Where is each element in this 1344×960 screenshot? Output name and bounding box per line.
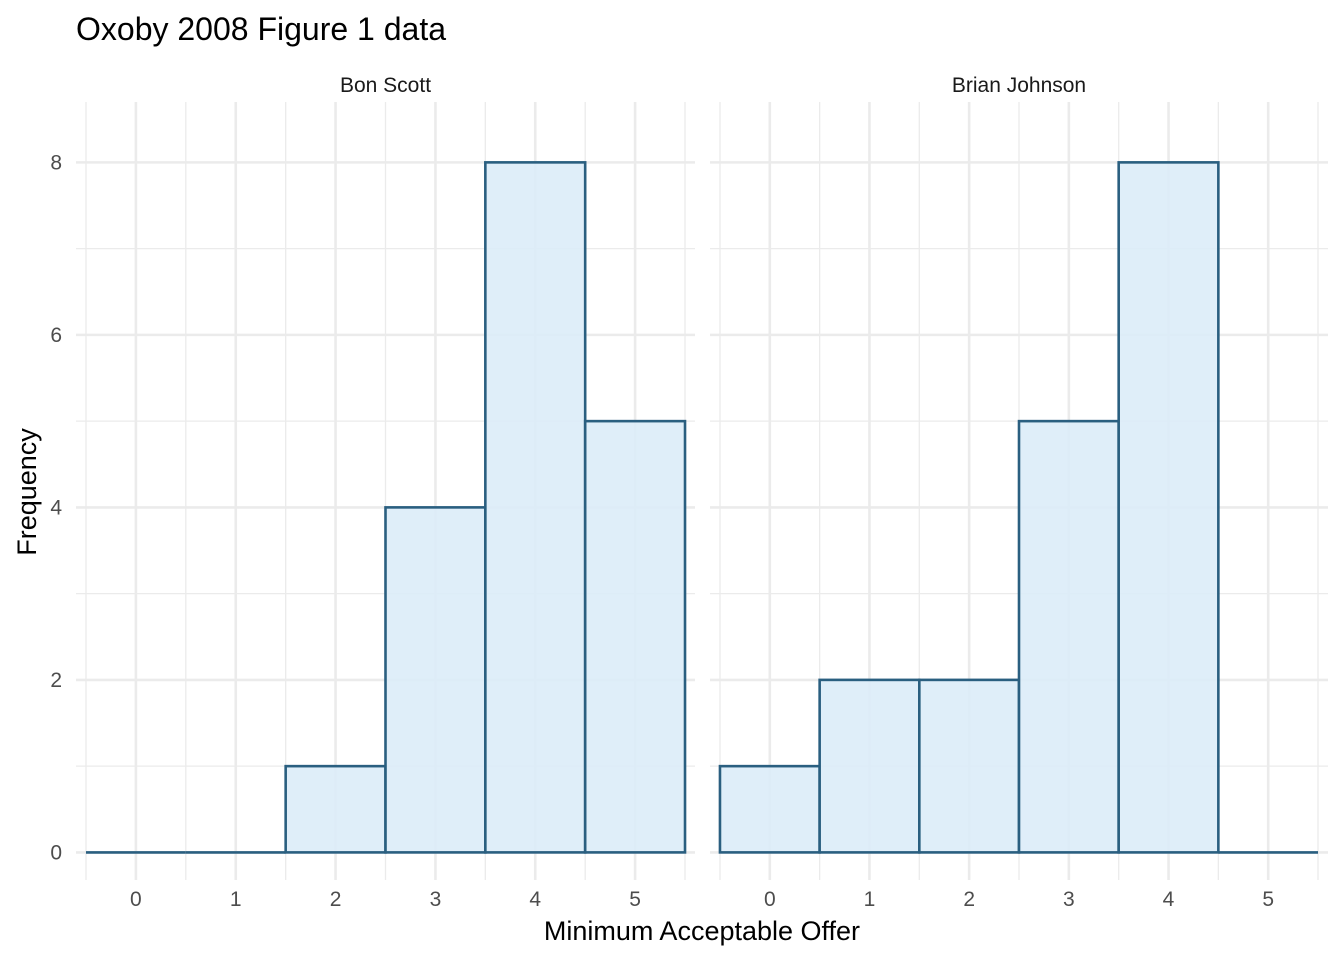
x-tick-label: 3 — [1063, 888, 1075, 911]
x-tick-label: 0 — [764, 888, 776, 911]
chart-title: Oxoby 2008 Figure 1 data — [76, 11, 446, 47]
x-tick-label: 4 — [1163, 888, 1175, 911]
y-tick-label: 4 — [50, 496, 62, 519]
histogram-bar — [583, 419, 687, 854]
histogram-bar — [918, 678, 1021, 854]
panel-strip-label: Brian Johnson — [952, 74, 1086, 97]
x-tick-labels: 0 1 2 3 4 5 — [764, 888, 1274, 911]
x-tick-label: 4 — [529, 888, 541, 911]
x-tick-label: 5 — [629, 888, 641, 911]
x-tick-label: 1 — [864, 888, 876, 911]
x-tick-label: 2 — [963, 888, 975, 911]
histogram-bar — [818, 678, 921, 854]
histogram-bar — [1117, 161, 1220, 854]
y-tick-label: 0 — [50, 841, 62, 864]
x-axis-title: Minimum Acceptable Offer — [544, 916, 860, 946]
histogram-bar — [384, 506, 487, 854]
x-tick-label: 1 — [230, 888, 242, 911]
panel-bon-scott: Bon Scott 0 1 2 3 4 5 — [76, 74, 695, 911]
panel-bars — [85, 161, 687, 854]
x-tick-labels: 0 1 2 3 4 5 — [130, 888, 641, 911]
histogram-bar — [284, 764, 387, 854]
histogram-bar — [1017, 419, 1120, 854]
panel-strip-label: Bon Scott — [340, 74, 431, 97]
x-tick-label: 0 — [130, 888, 142, 911]
x-tick-label: 2 — [330, 888, 342, 911]
y-tick-label: 8 — [50, 151, 62, 174]
y-tick-label: 2 — [50, 669, 62, 692]
panel-bars — [718, 161, 1319, 854]
y-axis-title: Frequency — [12, 428, 42, 556]
x-tick-label: 5 — [1262, 888, 1274, 911]
histogram-bar — [718, 764, 821, 854]
y-tick-labels: 0 2 4 6 8 — [50, 151, 62, 864]
x-tick-label: 3 — [430, 888, 442, 911]
panel-brian-johnson: Brian Johnson 0 1 2 3 4 5 — [710, 74, 1328, 911]
y-tick-label: 6 — [50, 324, 62, 347]
histogram-bar — [484, 161, 587, 854]
